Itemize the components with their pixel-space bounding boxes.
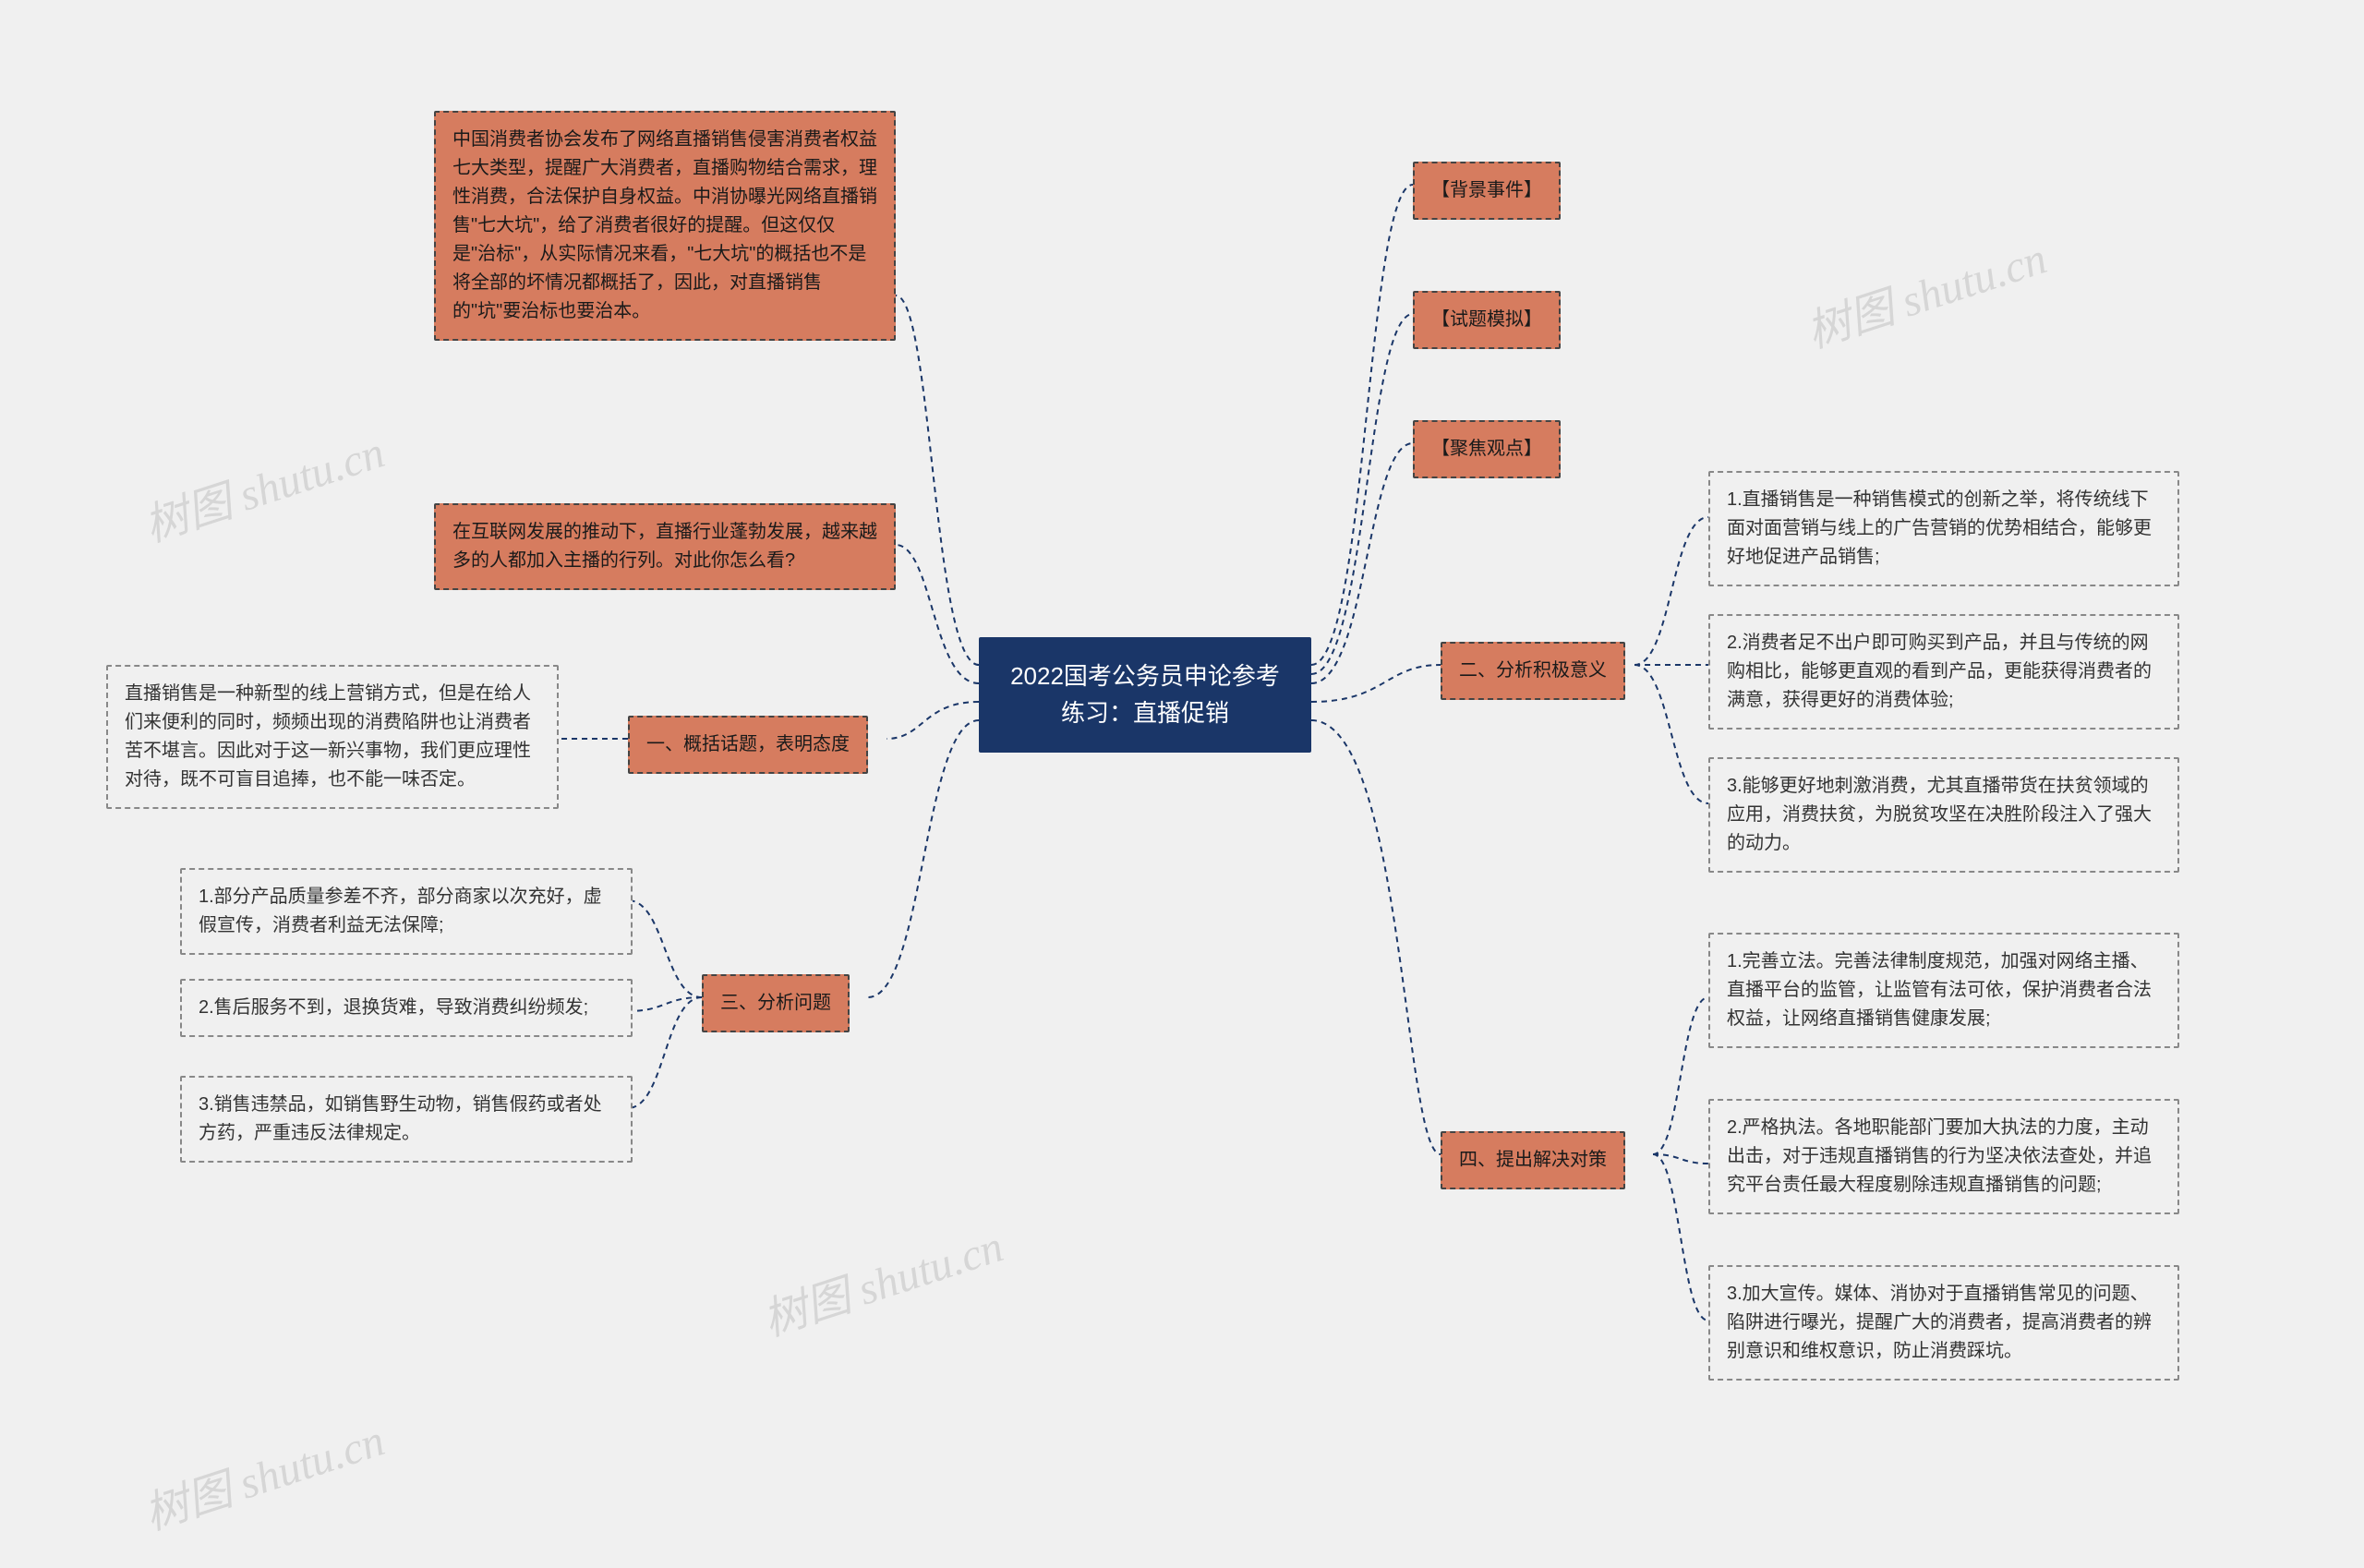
- section-4-label-text: 四、提出解决对策: [1459, 1150, 1607, 1170]
- section-2-item-1: 1.直播销售是一种销售模式的创新之举，将传统线下面对面营销与线上的广告营销的优势…: [1708, 471, 2179, 586]
- section-2-label: 二、分析积极意义: [1441, 642, 1625, 700]
- right-top-item-3-text: 【聚焦观点】: [1431, 439, 1542, 459]
- section-2-item-2-text: 2.消费者足不出户即可购买到产品，并且与传统的网购相比，能够更直观的看到产品，更…: [1727, 633, 2152, 710]
- section-4-item-1-text: 1.完善立法。完善法律制度规范，加强对网络主播、直播平台的监管，让监管有法可依，…: [1727, 951, 2152, 1029]
- section-2-item-3-text: 3.能够更好地刺激消费，尤其直播带货在扶贫领域的应用，消费扶贫，为脱贫攻坚在决胜…: [1727, 776, 2152, 853]
- right-top-item-3: 【聚焦观点】: [1413, 420, 1561, 478]
- section-2-label-text: 二、分析积极意义: [1459, 660, 1607, 681]
- watermark: 树图 shutu.cn: [1797, 222, 2054, 360]
- watermark-text: 树图 shutu.cn: [139, 428, 391, 551]
- watermark-text: 树图 shutu.cn: [1801, 234, 2053, 357]
- watermark-text: 树图 shutu.cn: [139, 1416, 391, 1539]
- section-2-item-2: 2.消费者足不出户即可购买到产品，并且与传统的网购相比，能够更直观的看到产品，更…: [1708, 614, 2179, 730]
- section-3-label-text: 三、分析问题: [720, 993, 831, 1013]
- watermark: 树图 shutu.cn: [135, 1404, 392, 1542]
- section-3-item-1-text: 1.部分产品质量参差不齐，部分商家以次充好，虚假宣传，消费者利益无法保障;: [199, 887, 602, 935]
- root-node: 2022国考公务员申论参考练习：直播促销: [979, 637, 1311, 753]
- section-3-item-2-text: 2.售后服务不到，退换货难，导致消费纠纷频发;: [199, 997, 588, 1018]
- section-4-item-2-text: 2.严格执法。各地职能部门要加大执法的力度，主动出击，对于违规直播销售的行为坚决…: [1727, 1117, 2152, 1195]
- background-paragraph-text: 中国消费者协会发布了网络直播销售侵害消费者权益七大类型，提醒广大消费者，直播购物…: [452, 129, 877, 321]
- internet-block-text: 在互联网发展的推动下，直播行业蓬勃发展，越来越多的人都加入主播的行列。对此你怎么…: [452, 522, 877, 571]
- internet-block: 在互联网发展的推动下，直播行业蓬勃发展，越来越多的人都加入主播的行列。对此你怎么…: [434, 503, 896, 590]
- section-4-item-3: 3.加大宣传。媒体、消协对于直播销售常见的问题、陷阱进行曝光，提醒广大的消费者，…: [1708, 1265, 2179, 1381]
- right-top-item-2-text: 【试题模拟】: [1431, 309, 1542, 330]
- background-paragraph: 中国消费者协会发布了网络直播销售侵害消费者权益七大类型，提醒广大消费者，直播购物…: [434, 111, 896, 341]
- right-top-item-2: 【试题模拟】: [1413, 291, 1561, 349]
- section-4-item-2: 2.严格执法。各地职能部门要加大执法的力度，主动出击，对于违规直播销售的行为坚决…: [1708, 1099, 2179, 1214]
- section-4-label: 四、提出解决对策: [1441, 1131, 1625, 1189]
- right-top-item-1: 【背景事件】: [1413, 162, 1561, 220]
- section-1-label: 一、概括话题，表明态度: [628, 716, 868, 774]
- watermark-text: 树图 shutu.cn: [757, 1222, 1009, 1345]
- watermark: 树图 shutu.cn: [754, 1210, 1010, 1348]
- section-1-label-text: 一、概括话题，表明态度: [646, 734, 850, 754]
- section-3-item-3: 3.销售违禁品，如销售野生动物，销售假药或者处方药，严重违反法律规定。: [180, 1076, 633, 1163]
- section-4-item-3-text: 3.加大宣传。媒体、消协对于直播销售常见的问题、陷阱进行曝光，提醒广大的消费者，…: [1727, 1284, 2152, 1361]
- section-2-item-3: 3.能够更好地刺激消费，尤其直播带货在扶贫领域的应用，消费扶贫，为脱贫攻坚在决胜…: [1708, 757, 2179, 873]
- section-1-text: 直播销售是一种新型的线上营销方式，但是在给人们来便利的同时，频频出现的消费陷阱也…: [106, 665, 559, 809]
- section-4-item-1: 1.完善立法。完善法律制度规范，加强对网络主播、直播平台的监管，让监管有法可依，…: [1708, 933, 2179, 1048]
- section-3-item-1: 1.部分产品质量参差不齐，部分商家以次充好，虚假宣传，消费者利益无法保障;: [180, 868, 633, 955]
- watermark: 树图 shutu.cn: [135, 416, 392, 554]
- section-3-label: 三、分析问题: [702, 974, 850, 1032]
- section-1-text-content: 直播销售是一种新型的线上营销方式，但是在给人们来便利的同时，频频出现的消费陷阱也…: [125, 683, 531, 790]
- root-title: 2022国考公务员申论参考练习：直播促销: [1010, 662, 1280, 727]
- section-2-item-1-text: 1.直播销售是一种销售模式的创新之举，将传统线下面对面营销与线上的广告营销的优势…: [1727, 489, 2152, 567]
- section-3-item-2: 2.售后服务不到，退换货难，导致消费纠纷频发;: [180, 979, 633, 1037]
- right-top-item-1-text: 【背景事件】: [1431, 180, 1542, 200]
- section-3-item-3-text: 3.销售违禁品，如销售野生动物，销售假药或者处方药，严重违反法律规定。: [199, 1094, 602, 1143]
